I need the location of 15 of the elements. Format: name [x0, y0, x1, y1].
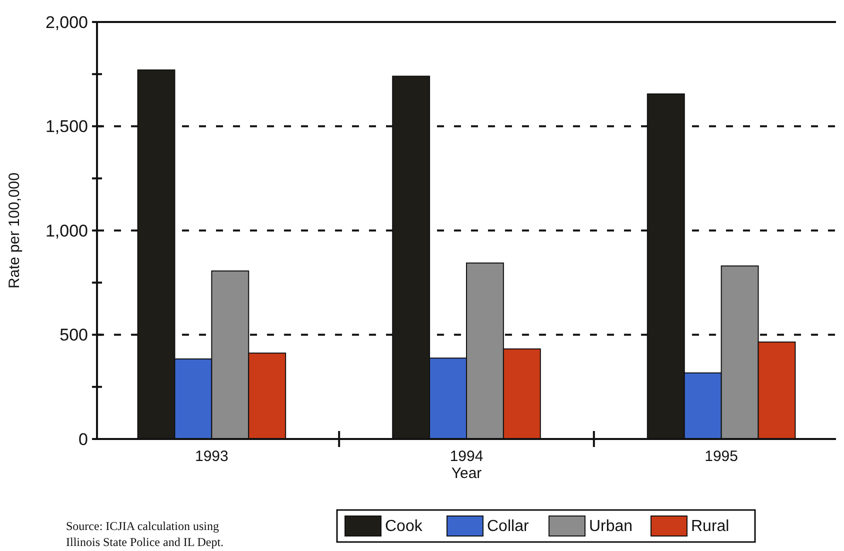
x-tick-label: 1993: [194, 448, 228, 465]
y-tick-label: 0: [78, 430, 88, 449]
y-tick-label: 2,000: [45, 12, 88, 32]
y-tick-label: 500: [60, 326, 88, 345]
y-tick-label: 1,000: [45, 221, 88, 240]
x-axis-title: Year: [451, 465, 482, 482]
legend-label: Cook: [385, 518, 424, 535]
legend-label: Collar: [487, 518, 530, 535]
source-note: Source: ICJIA calculation using Illinois State Police and IL Dept.: [66, 519, 224, 549]
x-tick-label: 1994: [450, 448, 484, 465]
legend-label: Urban: [589, 518, 633, 535]
x-tick-label: 1995: [704, 448, 738, 465]
y-axis-title: Rate per 100,000: [6, 172, 23, 288]
legend-label: Rural: [691, 518, 730, 535]
y-tick-label: 1,500: [45, 117, 88, 136]
